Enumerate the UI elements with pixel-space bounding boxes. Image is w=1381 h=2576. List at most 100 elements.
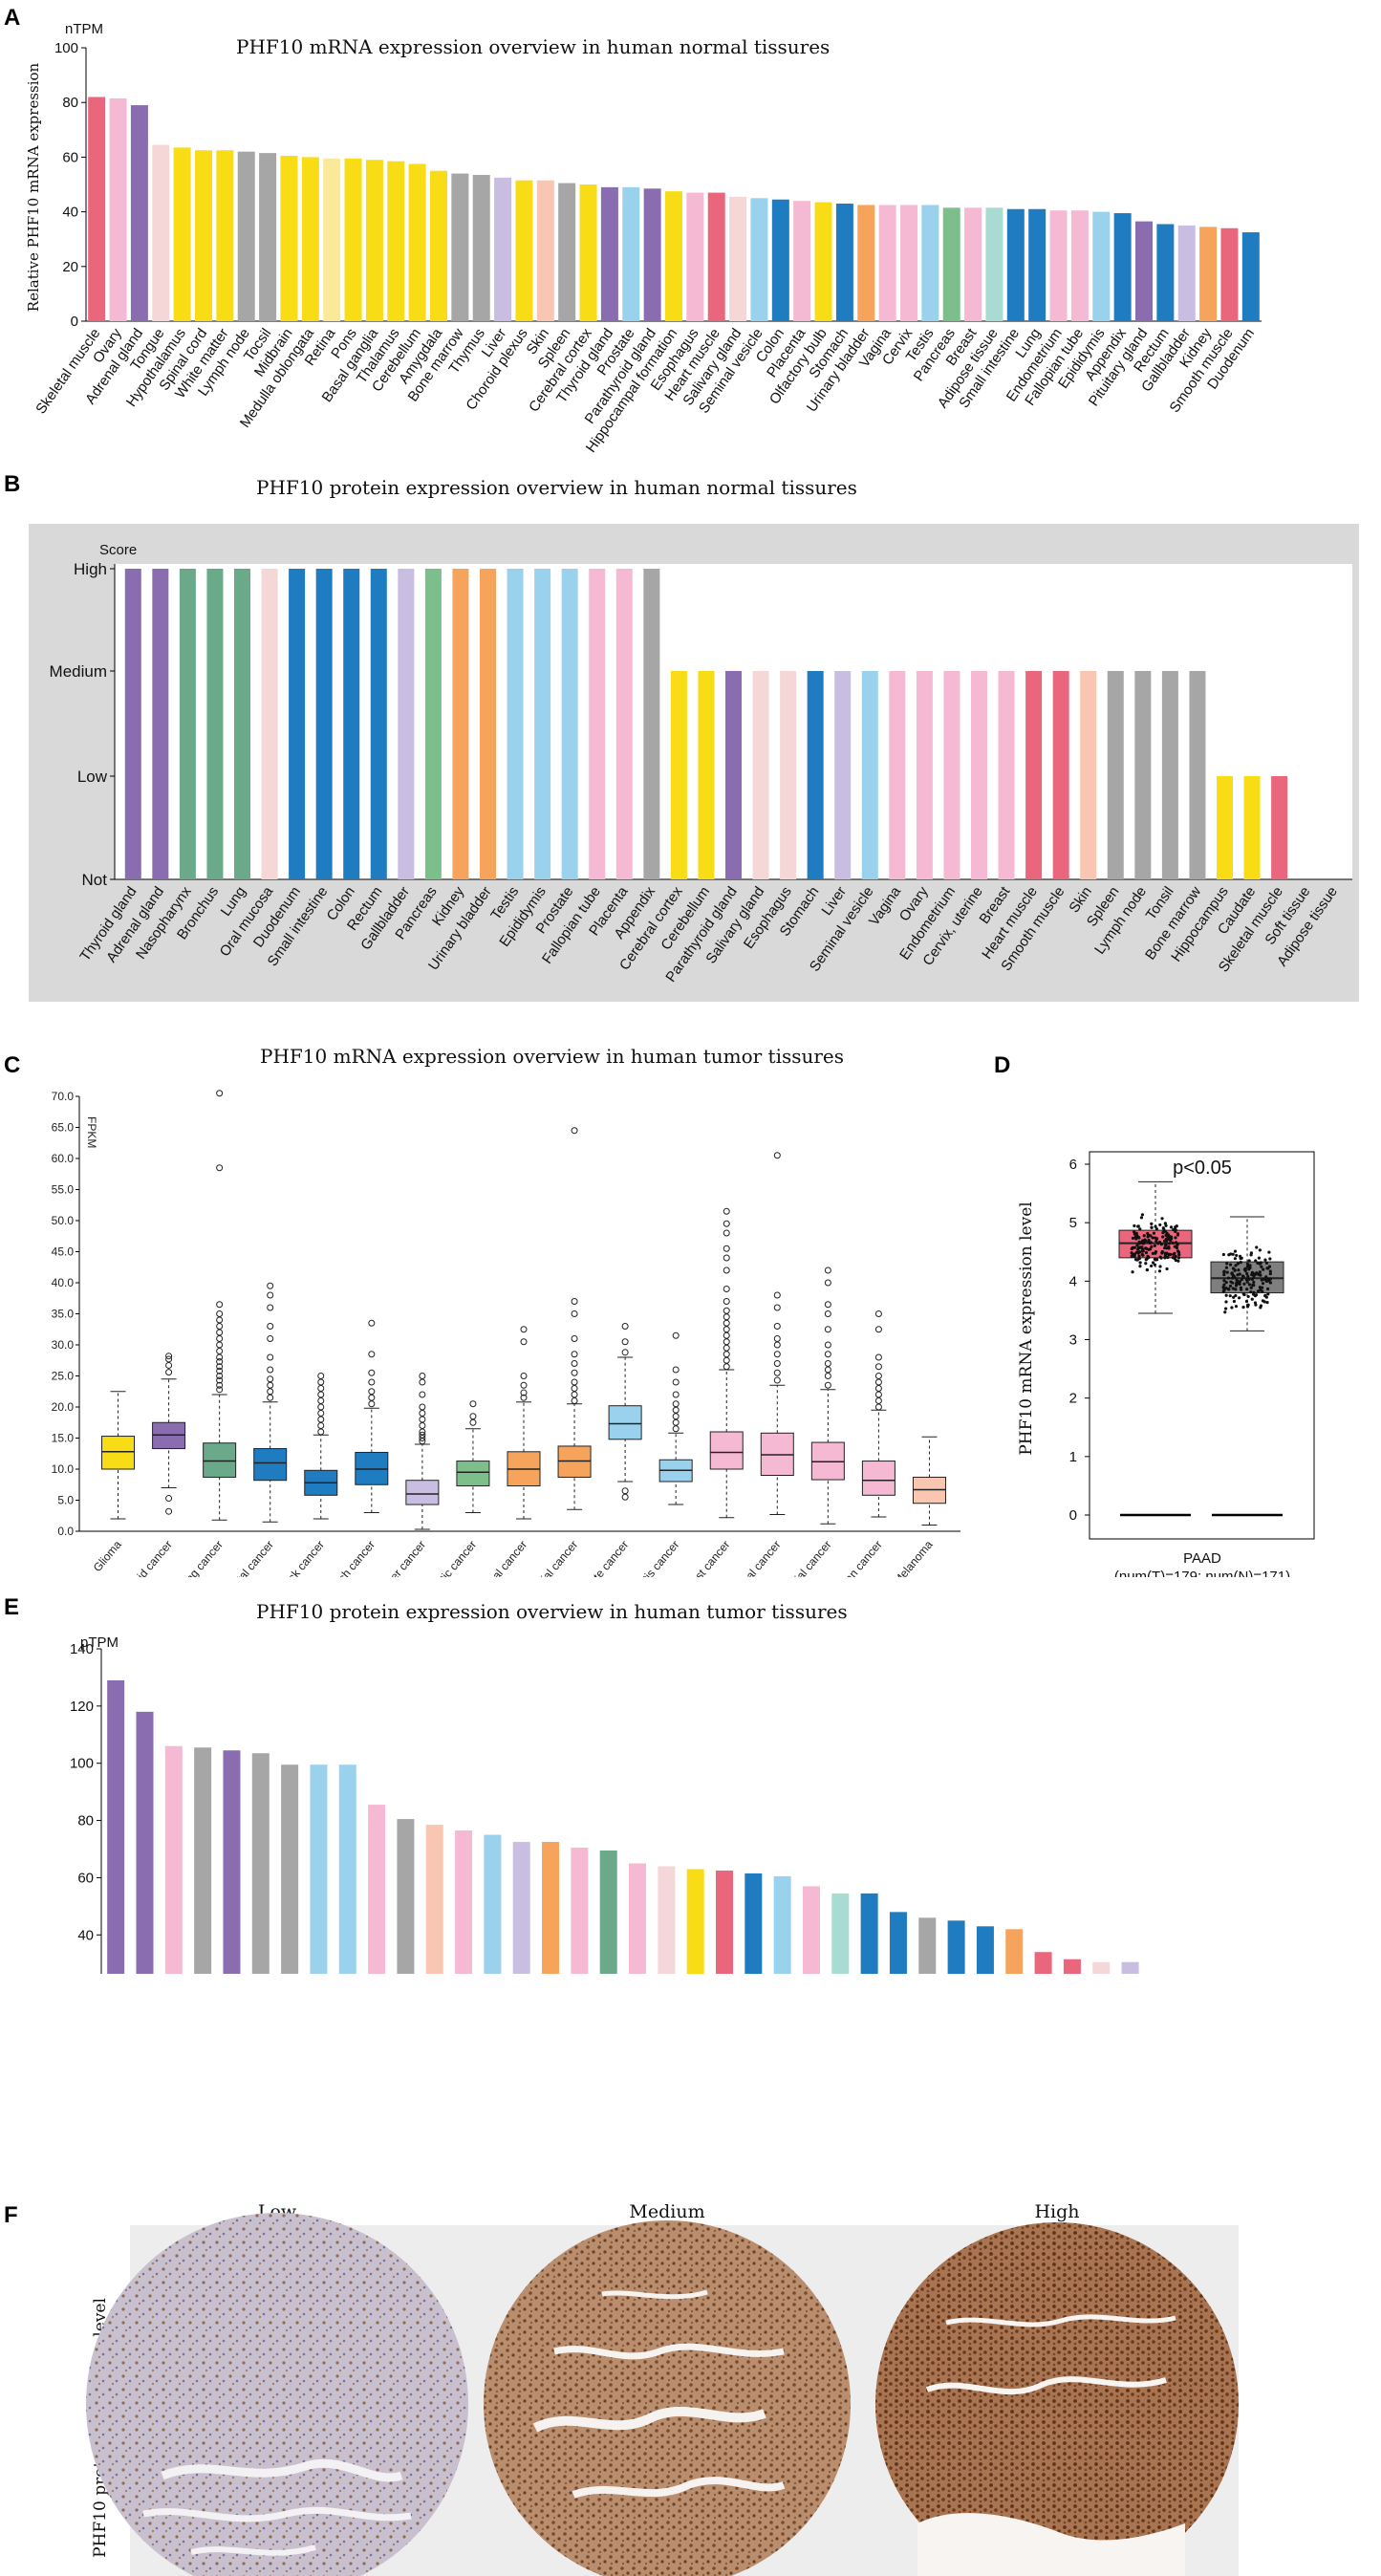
outlier-point (874, 1326, 882, 1333)
bar-salivary-gland (1092, 1961, 1111, 1974)
outlier-point (520, 1326, 528, 1333)
sample-point (1268, 1281, 1273, 1285)
sample-point (1150, 1245, 1154, 1248)
sample-point (1242, 1282, 1246, 1286)
sample-point (1252, 1280, 1256, 1285)
sample-point (1267, 1250, 1271, 1254)
outlier-point (469, 1413, 477, 1420)
outlier-point (824, 1301, 831, 1309)
outlier-point (317, 1428, 325, 1436)
bar-lymph-node (194, 1747, 212, 1974)
outlier-point (216, 1381, 224, 1389)
sample-point (1136, 1224, 1140, 1228)
sample-point (1238, 1272, 1241, 1276)
panel-e-unit: pTPM (80, 1634, 119, 1651)
sample-point (1133, 1254, 1136, 1259)
sample-point (1232, 1295, 1236, 1299)
bar-urinary-bladder (480, 569, 496, 879)
bar-gallbladder (1177, 225, 1196, 321)
outlier-point (216, 1363, 224, 1371)
y-tick-label: 20 (62, 259, 78, 275)
panel-d-xlabel: PAAD (1183, 1550, 1221, 1567)
outlier-point (165, 1507, 173, 1515)
outlier-point (672, 1400, 680, 1408)
sample-point (1145, 1257, 1149, 1261)
outlier-point (723, 1298, 730, 1305)
bar-esophagus (686, 192, 704, 321)
y-tick-label: 100 (54, 40, 78, 56)
sample-point (1264, 1295, 1268, 1299)
box-prostate-cancer (608, 1323, 642, 1501)
sample-point (1224, 1287, 1228, 1290)
sample-point (1150, 1225, 1154, 1229)
outlier-point (621, 1493, 629, 1501)
outlier-point (723, 1319, 730, 1327)
sample-point (1131, 1246, 1134, 1250)
sample-point (1246, 1274, 1250, 1278)
outlier-point (723, 1356, 730, 1364)
y-tick-label: 35.0 (52, 1308, 75, 1321)
outlier-point (317, 1397, 325, 1404)
y-tick-label: 55.0 (52, 1183, 75, 1197)
outlier-point (723, 1286, 730, 1292)
sample-point (1165, 1266, 1169, 1271)
sample-point (1163, 1229, 1167, 1233)
outlier-point (723, 1326, 730, 1333)
bar-midbrain (280, 155, 298, 321)
sample-point (1245, 1288, 1249, 1291)
bar-stomach (835, 204, 853, 321)
bar-skeletal-muscle (1271, 776, 1288, 879)
panel-b-score-label: Score (99, 542, 137, 558)
sample-point (1259, 1273, 1262, 1277)
sample-point (1263, 1258, 1267, 1262)
sample-point (1170, 1237, 1174, 1241)
outlier-point (824, 1381, 831, 1389)
bar-seminal-vesicle (484, 1834, 502, 1974)
sample-point (1249, 1290, 1253, 1294)
sample-point (1261, 1282, 1265, 1286)
sample-point (1231, 1281, 1235, 1285)
outlier-point (368, 1351, 376, 1358)
outlier-point (824, 1279, 831, 1287)
sample-point (1134, 1237, 1138, 1241)
outlier-point (368, 1394, 376, 1401)
outlier-point (571, 1385, 578, 1392)
bar-skeletal-muscle (88, 97, 106, 321)
sample-point (1167, 1245, 1171, 1249)
y-tick-label: 50.0 (52, 1214, 75, 1227)
outlier-point (672, 1425, 680, 1433)
outlier-point (216, 1316, 224, 1324)
outlier-point (216, 1376, 224, 1384)
bar-cerebral-cortex (686, 1869, 704, 1974)
sample-point (1224, 1293, 1228, 1297)
outlier-point (874, 1403, 882, 1411)
bar-skeletal-muscle (1063, 1959, 1081, 1974)
bar-lung (1028, 208, 1047, 321)
bar-duodenum (1241, 232, 1260, 321)
bar-kidney (452, 569, 469, 879)
sample-point (1231, 1266, 1236, 1270)
sample-point (1161, 1231, 1165, 1235)
y-tick-label: 15.0 (52, 1432, 75, 1445)
box-melanoma (912, 1436, 946, 1526)
bar-seminal-vesicle (861, 671, 878, 879)
sample-point (1234, 1293, 1238, 1298)
bar-spinal-cord (195, 150, 212, 321)
outlier-point (267, 1304, 274, 1311)
sample-point (1146, 1254, 1150, 1258)
sample-point (1221, 1286, 1225, 1289)
bar-white-matter (216, 150, 234, 321)
x-tick-label: Cervical cancer (723, 1538, 784, 1577)
y-tick-label: 80 (77, 1813, 94, 1829)
bar-thyroid-gland (223, 1750, 241, 1974)
bar-epididymis (1092, 211, 1111, 321)
sample-point (1239, 1257, 1242, 1261)
bar-spleen (1107, 671, 1124, 879)
bar-adipose-tissue (831, 1893, 850, 1974)
bar-hippocampus (1217, 776, 1233, 879)
y-tick-label: 5 (1069, 1215, 1077, 1231)
outlier-point (874, 1353, 882, 1361)
box-endometrial-cancer (810, 1266, 845, 1525)
bar-hippocampal-formation (665, 191, 682, 321)
outlier-point (571, 1378, 578, 1386)
